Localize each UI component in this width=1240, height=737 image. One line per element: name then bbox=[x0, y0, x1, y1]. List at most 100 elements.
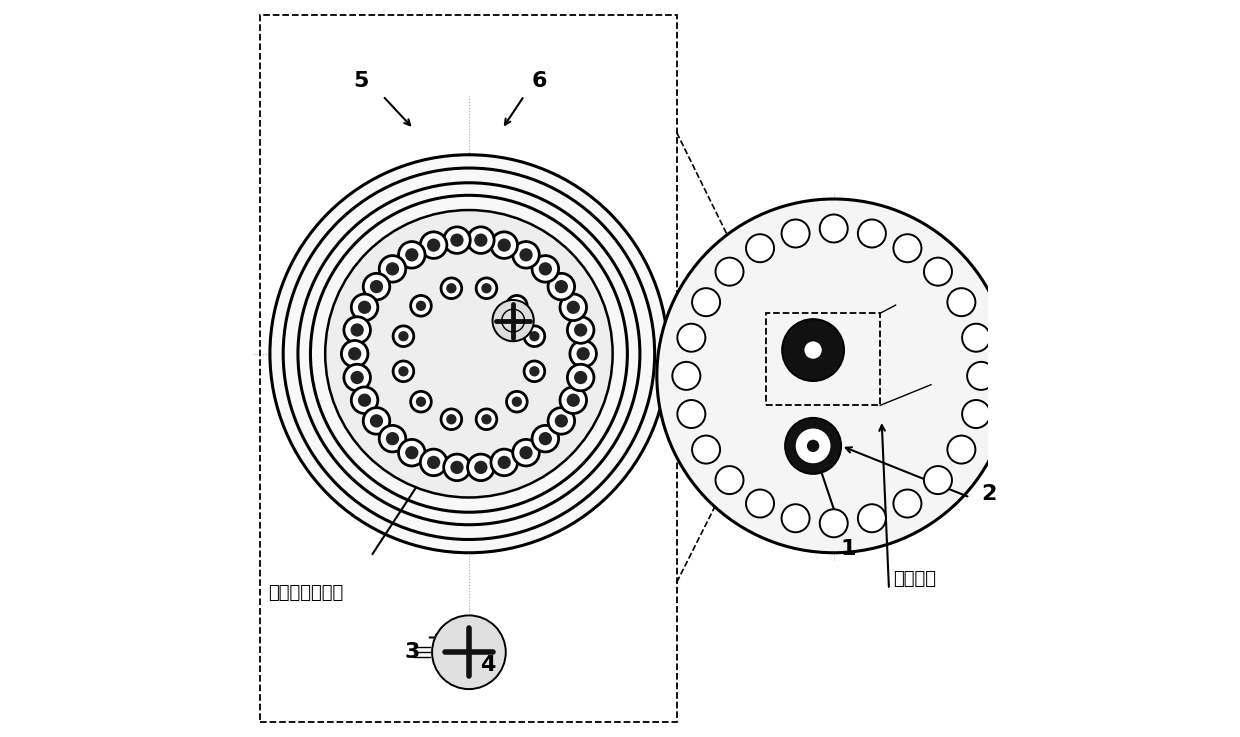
Bar bbox=[766, 313, 880, 405]
Circle shape bbox=[398, 439, 425, 466]
Circle shape bbox=[520, 248, 533, 262]
Circle shape bbox=[858, 504, 885, 532]
Circle shape bbox=[467, 454, 494, 481]
Circle shape bbox=[513, 439, 539, 466]
Circle shape bbox=[512, 301, 522, 311]
Circle shape bbox=[343, 364, 371, 391]
Circle shape bbox=[715, 466, 744, 494]
Circle shape bbox=[782, 319, 844, 381]
Circle shape bbox=[398, 366, 409, 377]
Circle shape bbox=[358, 301, 371, 314]
Circle shape bbox=[894, 234, 921, 262]
Circle shape bbox=[548, 273, 574, 300]
Circle shape bbox=[858, 220, 885, 248]
Circle shape bbox=[548, 408, 574, 434]
Circle shape bbox=[343, 317, 371, 343]
Circle shape bbox=[924, 258, 952, 286]
Circle shape bbox=[341, 340, 368, 367]
Circle shape bbox=[270, 155, 668, 553]
Circle shape bbox=[410, 296, 432, 316]
Circle shape bbox=[476, 409, 497, 430]
Circle shape bbox=[481, 283, 491, 293]
Circle shape bbox=[427, 239, 440, 252]
Circle shape bbox=[467, 227, 494, 254]
Circle shape bbox=[529, 331, 539, 341]
Circle shape bbox=[398, 331, 409, 341]
Circle shape bbox=[405, 446, 418, 459]
Circle shape bbox=[427, 455, 440, 469]
Circle shape bbox=[446, 283, 456, 293]
Circle shape bbox=[410, 391, 432, 412]
Circle shape bbox=[370, 414, 383, 427]
Circle shape bbox=[962, 400, 990, 428]
Circle shape bbox=[677, 324, 706, 352]
Circle shape bbox=[820, 509, 848, 537]
Circle shape bbox=[379, 256, 405, 282]
Circle shape bbox=[525, 326, 544, 346]
Circle shape bbox=[574, 371, 588, 384]
Circle shape bbox=[781, 504, 810, 532]
Circle shape bbox=[474, 461, 487, 474]
Circle shape bbox=[386, 432, 399, 445]
Text: 6: 6 bbox=[531, 71, 547, 91]
Circle shape bbox=[512, 397, 522, 407]
Circle shape bbox=[657, 199, 1011, 553]
Circle shape bbox=[967, 362, 996, 390]
Circle shape bbox=[415, 397, 427, 407]
Circle shape bbox=[348, 347, 361, 360]
Circle shape bbox=[715, 258, 744, 286]
Circle shape bbox=[432, 615, 506, 689]
Circle shape bbox=[481, 414, 491, 425]
Circle shape bbox=[746, 489, 774, 517]
Circle shape bbox=[785, 418, 841, 474]
Circle shape bbox=[491, 449, 517, 475]
Circle shape bbox=[393, 361, 414, 382]
Circle shape bbox=[538, 432, 552, 445]
Circle shape bbox=[358, 394, 371, 407]
Circle shape bbox=[567, 301, 580, 314]
Circle shape bbox=[405, 248, 418, 262]
Circle shape bbox=[947, 288, 976, 316]
Circle shape bbox=[444, 454, 470, 481]
Circle shape bbox=[379, 425, 405, 452]
Circle shape bbox=[532, 256, 558, 282]
Circle shape bbox=[567, 394, 580, 407]
Circle shape bbox=[692, 288, 720, 316]
Circle shape bbox=[807, 440, 820, 452]
Circle shape bbox=[947, 436, 976, 464]
Circle shape bbox=[894, 489, 921, 517]
Circle shape bbox=[507, 391, 527, 412]
Circle shape bbox=[560, 387, 587, 413]
Text: 5: 5 bbox=[353, 71, 368, 91]
Circle shape bbox=[363, 273, 389, 300]
Circle shape bbox=[351, 371, 363, 384]
Circle shape bbox=[577, 347, 590, 360]
Circle shape bbox=[525, 361, 544, 382]
Circle shape bbox=[492, 300, 533, 341]
Circle shape bbox=[441, 409, 461, 430]
Circle shape bbox=[393, 326, 414, 346]
Circle shape bbox=[924, 466, 952, 494]
Circle shape bbox=[677, 400, 706, 428]
Circle shape bbox=[520, 446, 533, 459]
Circle shape bbox=[962, 324, 990, 352]
Circle shape bbox=[692, 436, 720, 464]
Circle shape bbox=[446, 414, 456, 425]
Circle shape bbox=[420, 449, 446, 475]
Circle shape bbox=[538, 262, 552, 276]
Text: 排气阀孔底平面: 排气阀孔底平面 bbox=[268, 584, 343, 602]
Circle shape bbox=[796, 428, 831, 464]
Circle shape bbox=[554, 280, 568, 293]
Circle shape bbox=[513, 242, 539, 268]
Circle shape bbox=[474, 234, 487, 247]
Circle shape bbox=[781, 220, 810, 248]
Text: 1: 1 bbox=[841, 539, 856, 559]
Text: 4: 4 bbox=[480, 654, 495, 675]
Circle shape bbox=[497, 239, 511, 252]
Circle shape bbox=[420, 232, 446, 259]
Text: 3: 3 bbox=[404, 642, 420, 663]
Text: 2: 2 bbox=[981, 483, 996, 504]
Text: 吸气阀孔: 吸气阀孔 bbox=[893, 570, 936, 587]
Circle shape bbox=[370, 280, 383, 293]
Circle shape bbox=[497, 455, 511, 469]
